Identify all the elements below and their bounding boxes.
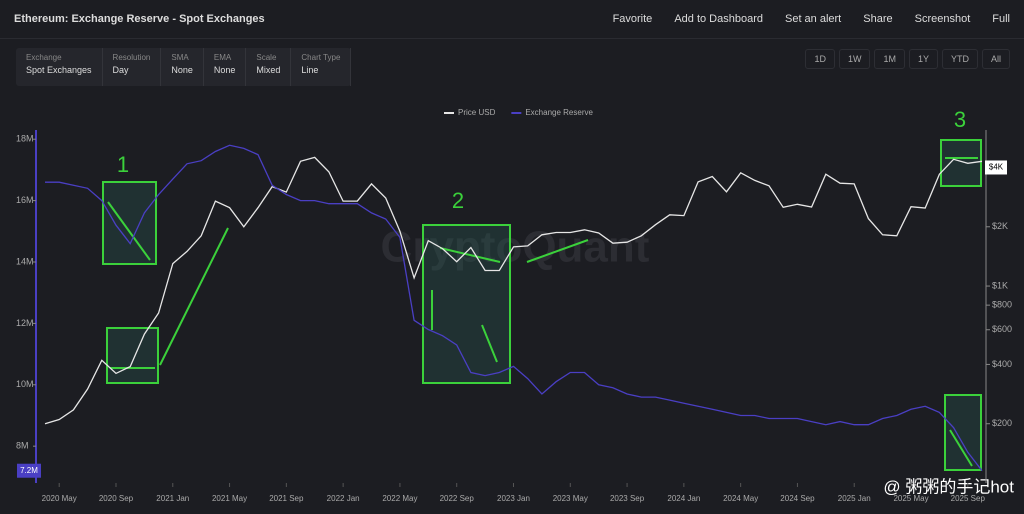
range-button[interactable]: YTD bbox=[941, 49, 978, 69]
control[interactable]: Scale Mixed bbox=[246, 48, 292, 86]
x-tick-label: 2024 May bbox=[723, 494, 758, 503]
x-tick-label: 2025 Sep bbox=[951, 494, 986, 503]
y-tick-label: 14M bbox=[16, 256, 34, 266]
legend-label: Price USD bbox=[458, 108, 496, 117]
ranges: 1D 1W 1M 1Y YTD All bbox=[805, 49, 1010, 69]
annotation-boxes bbox=[102, 139, 982, 471]
control[interactable]: Chart Type Line bbox=[291, 48, 352, 86]
y-tick-label: 16M bbox=[16, 195, 34, 205]
y-tick-label: 18M bbox=[16, 134, 34, 144]
action-button[interactable]: Set an alert bbox=[784, 13, 842, 25]
footer-watermark: @ 粥粥的手记hot bbox=[883, 477, 1014, 496]
annotation-label: 2 bbox=[452, 188, 464, 213]
x-tick-label: 2021 May bbox=[212, 494, 247, 503]
x-tick-label: 2021 Sep bbox=[269, 494, 304, 503]
x-tick-label: 2023 Jan bbox=[497, 494, 530, 503]
series-line bbox=[44, 156, 983, 425]
control-value: Line bbox=[301, 65, 319, 75]
y2-tick-label: $2K bbox=[992, 221, 1008, 231]
y2-tick-label: $200 bbox=[992, 418, 1012, 428]
legend-label: Exchange Reserve bbox=[525, 108, 593, 117]
control[interactable]: Exchange Spot Exchanges bbox=[16, 48, 103, 86]
control-label: Scale bbox=[256, 53, 277, 62]
control-value: None bbox=[213, 65, 236, 75]
header: Ethereum: Exchange Reserve - Spot Exchan… bbox=[0, 0, 1024, 39]
current-value-box bbox=[17, 463, 41, 478]
x-tick-label: 2024 Sep bbox=[780, 494, 815, 503]
control-label: EMA bbox=[213, 53, 232, 62]
x-tick-label: 2020 May bbox=[42, 494, 77, 503]
y2-tick-label: $600 bbox=[992, 324, 1012, 334]
control-label: Resolution bbox=[112, 53, 151, 62]
y-tick-label: 12M bbox=[16, 318, 34, 328]
y2-tick-label: $1K bbox=[992, 280, 1008, 290]
control-value: Mixed bbox=[256, 65, 281, 75]
action-button[interactable]: Full bbox=[992, 13, 1010, 25]
x-tick-label: 2021 Jan bbox=[156, 494, 189, 503]
annotation-label: 3 bbox=[954, 107, 966, 132]
range-button[interactable]: 1Y bbox=[908, 49, 938, 69]
annotation-label: 1 bbox=[117, 152, 129, 177]
range-button[interactable]: 1D bbox=[805, 49, 835, 69]
x-tick-label: 2024 Jan bbox=[667, 494, 700, 503]
control-label: Chart Type bbox=[301, 53, 341, 62]
page-title: Ethereum: Exchange Reserve - Spot Exchan… bbox=[14, 13, 265, 25]
controls: Exchange Spot Exchanges Resolution Day SMA No… bbox=[16, 48, 352, 86]
control-label: SMA bbox=[171, 53, 189, 62]
actions: Favorite Add to Dashboard Set an alert Shar… bbox=[613, 13, 1010, 25]
x-tick-label: 2025 Jan bbox=[838, 494, 871, 503]
y-tick-label: 10M bbox=[16, 379, 34, 389]
x-tick-label: 2023 May bbox=[553, 494, 588, 503]
control-value: Spot Exchanges bbox=[26, 65, 92, 75]
x-tick-label: 2022 May bbox=[382, 494, 417, 503]
y2-tick-label: $800 bbox=[992, 300, 1012, 310]
action-button[interactable]: Screenshot bbox=[914, 13, 971, 25]
x-tick-label: 2022 Sep bbox=[440, 494, 475, 503]
current-value-label: 7.2M bbox=[20, 466, 38, 475]
control-value: None bbox=[171, 65, 193, 75]
y-tick-label: 8M bbox=[16, 441, 29, 451]
action-button[interactable]: Add to Dashboard bbox=[674, 13, 763, 25]
control-value: Day bbox=[112, 65, 129, 75]
control[interactable]: Resolution Day bbox=[103, 48, 162, 86]
control[interactable]: EMA None bbox=[204, 48, 247, 86]
control-label: Exchange bbox=[26, 53, 62, 62]
range-button[interactable]: 1W bbox=[838, 49, 871, 69]
current-price-box bbox=[985, 160, 1007, 175]
action-button[interactable]: Favorite bbox=[612, 13, 653, 25]
y2-tick-label: $400 bbox=[992, 359, 1012, 369]
x-tick-label: 2023 Sep bbox=[610, 494, 645, 503]
x-tick-label: 2025 May bbox=[893, 494, 928, 503]
current-price-label: $4K bbox=[989, 163, 1004, 172]
action-button[interactable]: Share bbox=[863, 13, 893, 25]
range-button[interactable]: 1M bbox=[874, 49, 905, 69]
x-tick-label: 2022 Jan bbox=[327, 494, 360, 503]
control[interactable]: SMA None bbox=[161, 48, 204, 86]
series-line bbox=[45, 144, 983, 472]
x-tick-label: 2020 Sep bbox=[99, 494, 134, 503]
range-button[interactable]: All bbox=[981, 49, 1010, 69]
